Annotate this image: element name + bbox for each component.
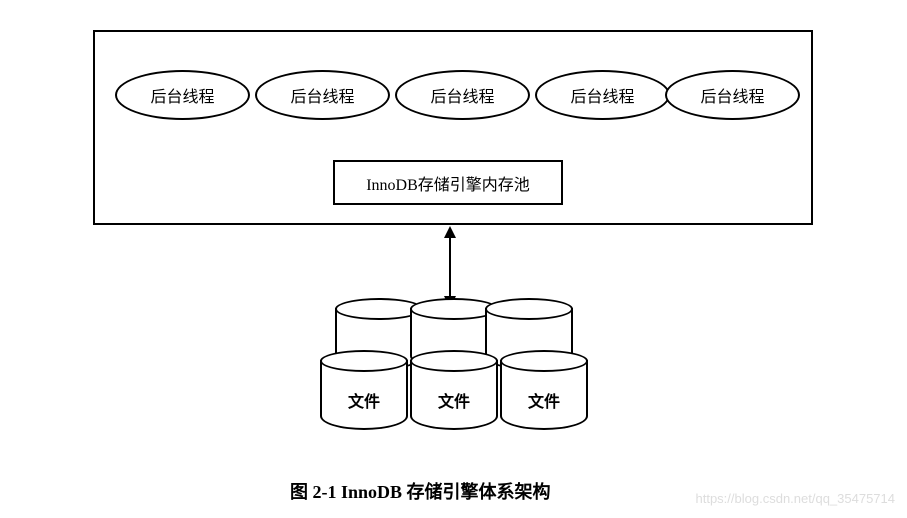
thread-ellipse: 后台线程 [665, 70, 800, 120]
thread-ellipse: 后台线程 [395, 70, 530, 120]
thread-label: 后台线程 [150, 83, 214, 107]
watermark-text: https://blog.csdn.net/qq_35475714 [696, 491, 896, 506]
thread-label: 后台线程 [570, 83, 634, 107]
thread-ellipse: 后台线程 [255, 70, 390, 120]
file-label: 文件 [438, 388, 470, 412]
file-cylinder-front: 文件 [410, 350, 498, 430]
file-cylinder-front: 文件 [320, 350, 408, 430]
thread-label: 后台线程 [700, 83, 764, 107]
file-label: 文件 [528, 388, 560, 412]
memory-pool-label: InnoDB存储引擎内存池 [366, 171, 530, 195]
file-label: 文件 [348, 388, 380, 412]
thread-label: 后台线程 [430, 83, 494, 107]
figure-caption: 图 2-1 InnoDB 存储引擎体系架构 [290, 478, 551, 504]
arrow-connector [449, 236, 451, 298]
thread-label: 后台线程 [290, 83, 354, 107]
thread-ellipse: 后台线程 [115, 70, 250, 120]
thread-ellipse: 后台线程 [535, 70, 670, 120]
file-cylinder-front: 文件 [500, 350, 588, 430]
memory-pool-box: InnoDB存储引擎内存池 [333, 160, 563, 205]
